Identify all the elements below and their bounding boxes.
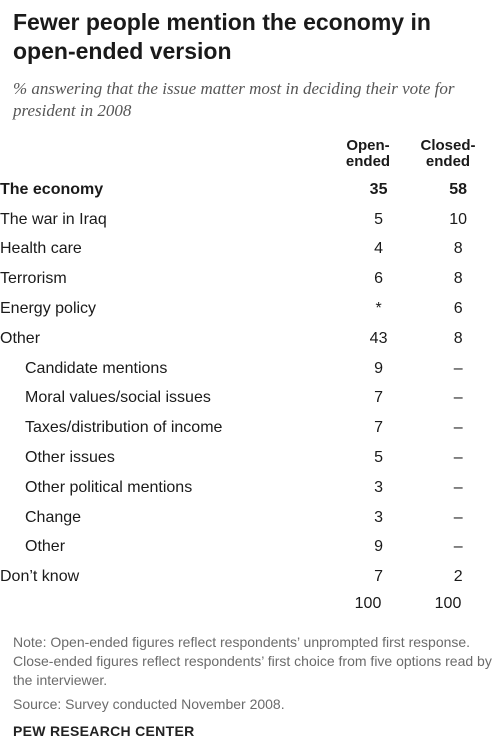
table-row: Change 3 – [0, 503, 498, 533]
brand-logo-text: PEW RESEARCH CENTER [13, 723, 195, 739]
value-closed-ended: 8 [453, 329, 463, 347]
total-open-ended: 100 [354, 595, 382, 612]
value-closed-ended: – [453, 419, 463, 437]
value-open-ended: 7 [374, 568, 384, 586]
value-closed-ended: 58 [449, 180, 468, 198]
table-row: Don’t know 7 2 [0, 562, 498, 592]
value-closed-ended: 2 [453, 568, 463, 586]
value-closed-ended: 8 [453, 240, 463, 258]
value-open-ended: 3 [374, 508, 384, 526]
value-closed-ended: 10 [449, 210, 468, 228]
table-row: Terrorism 6 8 [0, 264, 498, 294]
totals-row: 100 100 [0, 595, 498, 615]
value-closed-ended: – [453, 449, 463, 467]
value-open-ended: 3 [374, 478, 384, 496]
value-open-ended: 43 [369, 329, 388, 347]
chart-title: Fewer people mention the economy in open… [13, 9, 431, 64]
row-label: Candidate mentions [25, 359, 168, 377]
data-table-body: The economy 35 58 The war in Iraq 5 10 Health … [0, 175, 498, 592]
value-closed-ended: – [453, 508, 463, 526]
value-open-ended: * [375, 300, 382, 318]
row-label: Health care [0, 240, 82, 258]
row-label: Energy policy [0, 300, 97, 318]
table-row: Other political mentions 3 – [0, 473, 498, 503]
chart-subtitle: % answering that the issue matter most i… [13, 79, 455, 120]
table-row: Health care 4 8 [0, 235, 498, 265]
table-row: Other 43 8 [0, 324, 498, 354]
table-row: Moral values/social issues 7 – [0, 384, 498, 414]
value-open-ended: 7 [374, 419, 384, 437]
row-label: Other issues [25, 449, 115, 467]
column-header-open-ended: Open- ended [328, 138, 408, 170]
value-open-ended: 5 [374, 210, 384, 228]
table-row: The economy 35 58 [0, 175, 498, 205]
column-header-open-line1: Open- [346, 137, 390, 154]
value-closed-ended: 8 [453, 270, 463, 288]
table-row: Energy policy * 6 [0, 294, 498, 324]
row-label: Don’t know [0, 568, 80, 586]
column-header-closed-ended: Closed- ended [408, 138, 488, 170]
row-label: Other [25, 538, 66, 556]
value-closed-ended: – [453, 389, 463, 407]
column-header-open-line2: ended [345, 153, 391, 170]
row-label: Terrorism [0, 270, 67, 288]
row-label: Change [25, 508, 82, 526]
table-row: The war in Iraq 5 10 [0, 205, 498, 235]
footnote: Note: Open-ended figures reflect respond… [13, 634, 492, 688]
total-closed-ended: 100 [434, 595, 462, 612]
value-open-ended: 6 [374, 270, 384, 288]
value-open-ended: 4 [374, 240, 384, 258]
value-open-ended: 9 [374, 359, 384, 377]
value-open-ended: 5 [374, 449, 384, 467]
value-closed-ended: – [453, 478, 463, 496]
table-row: Other issues 5 – [0, 443, 498, 473]
row-label: Other political mentions [25, 478, 193, 496]
table-row: Candidate mentions 9 – [0, 354, 498, 384]
source-line: Source: Survey conducted November 2008. [13, 696, 285, 712]
row-label: Taxes/distribution of income [25, 419, 223, 437]
value-open-ended: 35 [369, 180, 388, 198]
row-label: The war in Iraq [0, 210, 107, 228]
value-closed-ended: – [453, 359, 463, 377]
data-table: The economy 35 58 The war in Iraq 5 10 Health … [0, 175, 498, 592]
column-header-closed-line1: Closed- [420, 137, 476, 154]
row-label: Other [0, 329, 41, 347]
value-open-ended: 9 [374, 538, 384, 556]
table-row: Other 9 – [0, 533, 498, 563]
value-closed-ended: – [453, 538, 463, 556]
row-label: The economy [0, 180, 104, 198]
column-header-closed-line2: ended [425, 153, 471, 170]
table-row: Taxes/distribution of income 7 – [0, 413, 498, 443]
value-closed-ended: 6 [453, 300, 463, 318]
value-open-ended: 7 [374, 389, 384, 407]
row-label: Moral values/social issues [25, 389, 211, 407]
